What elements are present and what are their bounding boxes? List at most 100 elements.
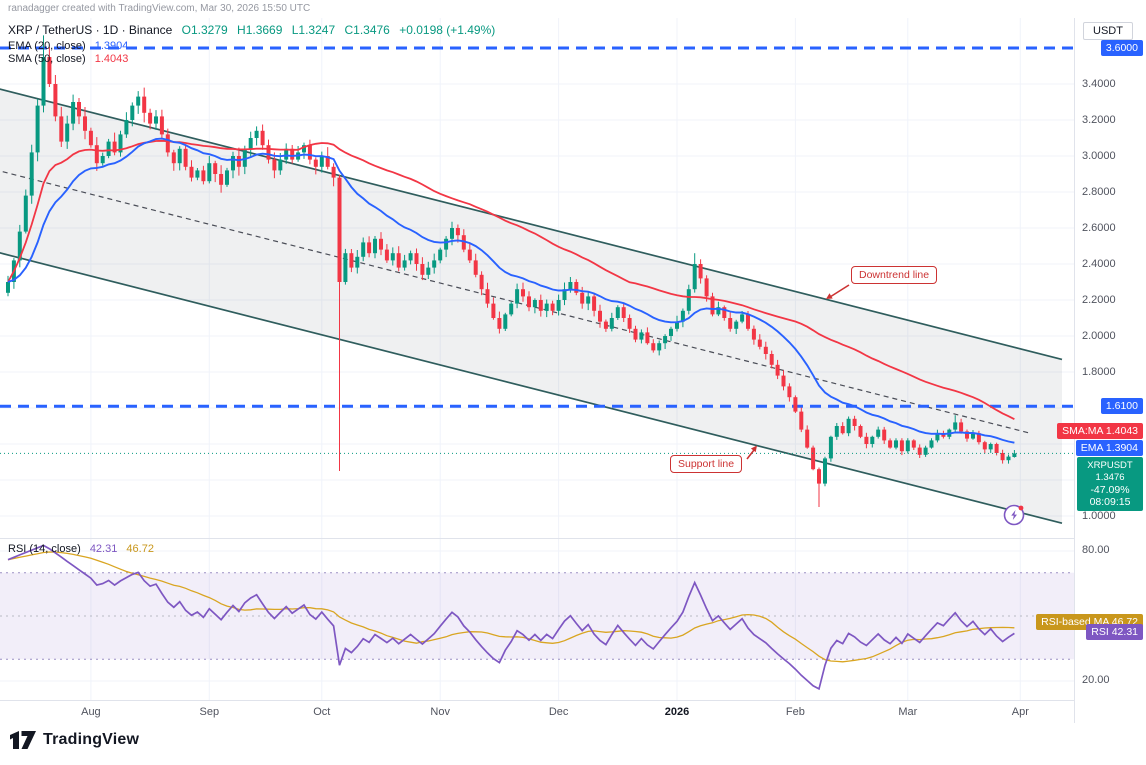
candle-body [603,321,608,329]
channel-upper-line[interactable] [0,88,1063,361]
price-axis[interactable]: USDT XRPUSDT 1.3476 -47.09% 08:09:15 3.4… [1036,18,1146,723]
candle-body [692,264,697,290]
candle-body [337,177,342,282]
rsi-pane[interactable] [0,538,1075,701]
time-axis[interactable]: Aug Sep Oct Nov Dec 2026 Feb Mar Apr [0,700,1075,724]
ohlc-open: O1.3279 [181,23,228,37]
candle-body [503,314,508,329]
candle-body [154,116,158,124]
symbol-legend[interactable]: XRP / TetherUS · 1D · Binance O1.3279 H1… [8,23,495,37]
candle-body [201,170,206,182]
channel-lower-line[interactable] [0,251,1063,525]
rsi-line[interactable] [7,544,1015,691]
candle-body [609,318,614,329]
candle-body [438,249,443,261]
candle-body [828,436,833,459]
ticker-countdown: 08:09:15 [1089,496,1131,509]
candle-body [574,282,579,293]
candle-body [450,228,454,239]
currency-toggle[interactable]: USDT [1083,22,1133,40]
candle-body [805,429,810,448]
candle-body [669,328,673,336]
candle-body [751,328,756,340]
candle-body [994,444,999,453]
candle-body [781,375,786,387]
support-arrow [746,449,755,460]
candle-body [497,318,502,329]
candle-body [935,433,940,441]
ticker-change-pct: -47.09% [1090,484,1130,497]
candle-body [793,397,798,412]
candle-body [159,116,164,135]
candle-body [680,310,685,322]
candle-body [527,296,531,308]
candle-body [361,242,366,257]
month-label: Dec [548,706,569,718]
attribution-bar: ranadagger created with TradingView.com,… [8,3,311,14]
candlestick-series[interactable] [6,35,1017,507]
price-axis-label: 2.2000 [1082,294,1116,306]
candle-body [59,116,64,142]
candle-body [775,364,780,376]
ohlc-low: L1.3247 [291,23,336,37]
chart-area[interactable]: XRP / TetherUS · 1D · Binance O1.3279 H1… [0,18,1146,724]
candle-body [941,433,946,437]
price-axis-label: 1.8000 [1082,366,1116,378]
candle-body [965,431,969,439]
candle-body [485,289,490,304]
price-axis-label: 2.0000 [1082,330,1116,342]
candle-body [787,386,792,398]
candle-body [532,300,537,308]
candle-body [988,444,993,450]
candle-body [568,282,573,290]
price-axis-label: 3.0000 [1082,150,1116,162]
candle-body [923,447,928,455]
candle-body [834,426,839,437]
candle-body [817,469,821,484]
candle-body [6,282,10,293]
tradingview-logo[interactable]: TradingView [10,731,139,749]
flash-icon[interactable] [1003,504,1025,526]
candle-body [852,418,857,426]
price-badge: SMA:MA 1.4043 [1057,423,1143,440]
candle-body [521,289,525,297]
price-axis-label: 3.2000 [1082,114,1116,126]
candle-body [1012,453,1017,457]
downtrend-line-callout[interactable]: Downtrend line [851,266,938,284]
candle-body [550,303,555,311]
candle-body [811,447,816,470]
candle-body [414,253,419,264]
price-axis-label: 1.0000 [1082,510,1116,522]
candle-body [882,429,887,441]
downtrend-arrowhead [826,293,833,299]
candle-body [479,274,484,290]
sma-legend[interactable]: SMA (50, close) 1.4043 [8,53,128,65]
candle-body [728,318,733,329]
support-line-callout[interactable]: Support line [670,455,743,473]
ema-20-line[interactable] [7,137,1015,444]
candle-body [130,105,135,120]
ohlc-close: C1.3476 [344,23,390,37]
candle-body [823,458,827,484]
candle-body [94,145,99,164]
candle-body [627,318,632,329]
candle-body [118,134,123,153]
channel-median-line[interactable] [0,170,1031,434]
candle-body [65,123,70,142]
candle-body [290,148,295,160]
candle-body [343,253,348,282]
candle-body [698,264,703,279]
month-label: Sep [199,706,220,718]
rsi-badge: RSI 42.31 [1086,623,1143,640]
candle-body [302,145,306,153]
tradingview-logo-icon [10,731,36,749]
rsi-legend[interactable]: RSI (14, close) 42.31 46.72 [8,543,154,555]
candle-body [740,314,745,322]
ema-legend[interactable]: EMA (20, close) 1.3904 [8,40,128,52]
price-pane[interactable] [0,18,1075,538]
candle-body [645,332,650,344]
rsi-ma-line[interactable] [7,551,1015,663]
candle-body [769,354,774,365]
sma-label: SMA (50, close) [8,53,86,65]
